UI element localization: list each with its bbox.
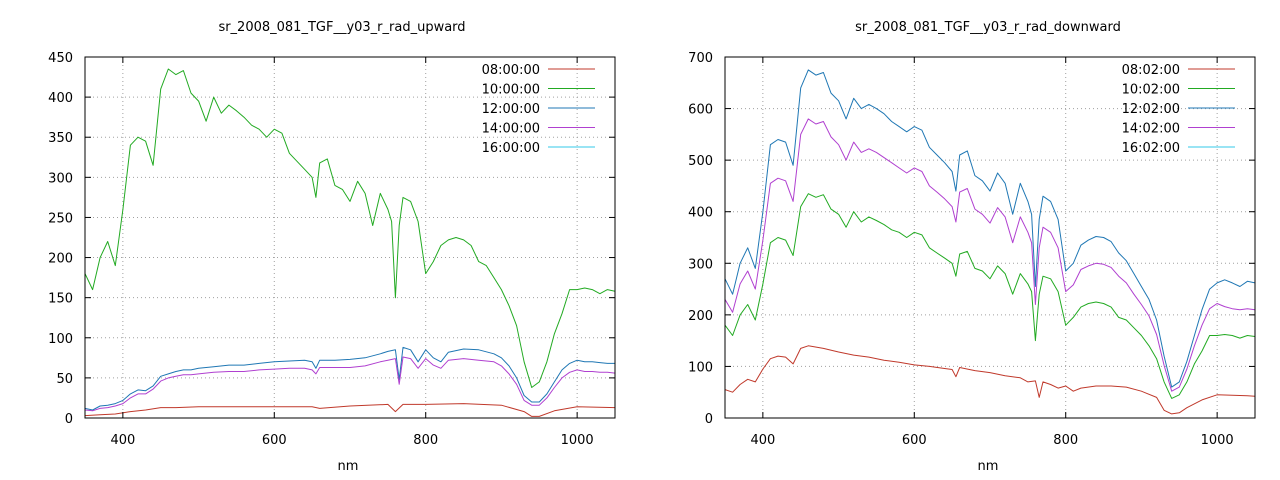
y-tick-label: 300 [48,171,73,186]
series-line-120200 [725,69,1255,388]
series-line-100200 [725,193,1255,399]
legend-label: 08:00:00 [482,63,540,78]
y-tick-label: 450 [48,51,73,66]
chart-panel-1: sr_2008_081_TGF__y03_r_rad_upward 0 50 100 1… [48,20,616,474]
legend-label: 12:02:00 [1122,102,1180,117]
series-line-100000 [85,68,615,388]
y-tick-label: 200 [688,309,713,324]
x-axis-label: nm [978,459,999,474]
y-tick-label: 200 [48,252,73,267]
series-line-080200 [725,345,1255,415]
y-tick-label: 100 [48,332,73,347]
y-tick-label: 400 [48,91,73,106]
x-tick-label: 600 [262,433,287,448]
y-tick-label: 50 [56,372,73,387]
x-tick-label: 1000 [561,433,594,448]
plot-frame [724,56,1256,419]
x-tick-label: 400 [750,433,775,448]
series-line-120000 [85,346,615,411]
legend-label: 16:02:00 [1122,141,1180,156]
legend-label: 12:00:00 [482,102,540,117]
chart-panel-2: sr_2008_081_TGF__y03_r_rad_downward 0 100 2… [688,20,1256,474]
y-tick-label: 300 [688,257,713,272]
legend-label: 16:00:00 [482,141,540,156]
chart-title: sr_2008_081_TGF__y03_r_rad_upward [218,20,465,35]
series-line-080000 [85,403,615,417]
series-group [725,69,1255,418]
legend: 08:02:00 10:02:00 12:02:00 14:02:00 16:02:00 [1122,63,1235,156]
y-tick-label: 0 [705,412,713,427]
series-group [85,68,615,418]
legend-label: 08:02:00 [1122,63,1180,78]
plot-frame [84,56,616,419]
y-tick-label: 600 [688,103,713,118]
legend-label: 10:00:00 [482,83,540,98]
chart-title: sr_2008_081_TGF__y03_r_rad_downward [855,20,1121,35]
y-tick-label: 700 [688,51,713,66]
y-tick-label: 150 [48,292,73,307]
y-tick-label: 400 [688,206,713,221]
x-tick-label: 1000 [1201,433,1234,448]
x-tick-label: 800 [413,433,438,448]
x-axis-label: nm [338,459,359,474]
y-tick-label: 500 [688,154,713,169]
x-tick-label: 400 [110,433,135,448]
legend-label: 14:00:00 [482,122,540,137]
y-tick-label: 100 [688,360,713,375]
y-tick-label: 250 [48,211,73,226]
legend: 08:00:00 10:00:00 12:00:00 14:00:00 16:00:00 [482,63,595,156]
x-tick-label: 600 [902,433,927,448]
series-line-140200 [725,118,1255,392]
y-tick-label: 0 [65,412,73,427]
y-tick-label: 350 [48,131,73,146]
x-tick-label: 800 [1053,433,1078,448]
series-line-140000 [85,356,615,412]
legend-label: 14:02:00 [1122,122,1180,137]
legend-label: 10:02:00 [1122,83,1180,98]
